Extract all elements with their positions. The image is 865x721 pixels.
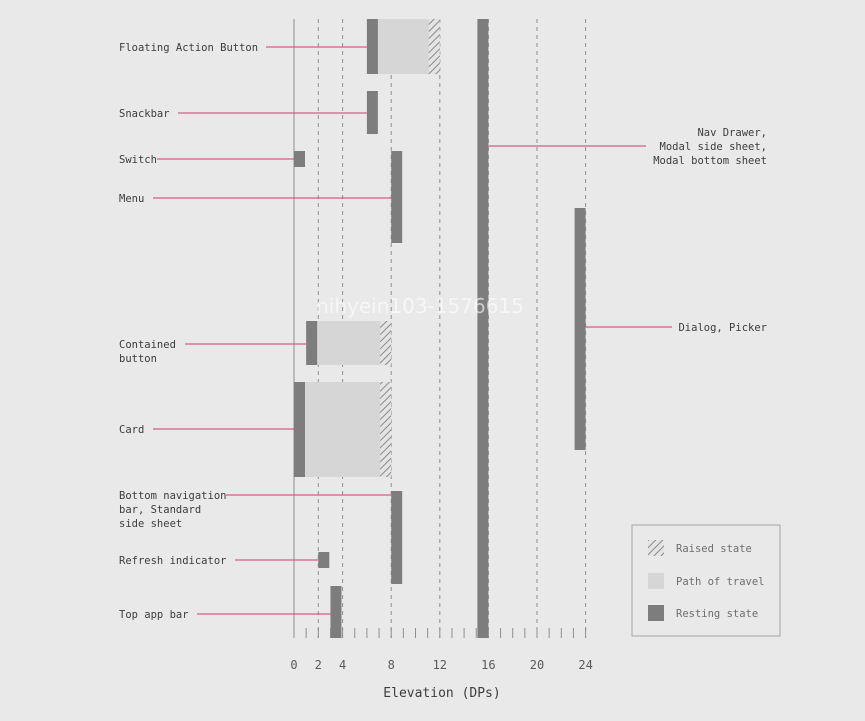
legend: Raised state Path of travel Resting state (631, 524, 781, 637)
category-label: Bottom navigation (119, 490, 226, 502)
resting-state-bar (294, 382, 305, 477)
x-tick-label: 20 (530, 658, 544, 672)
resting-state-bar (391, 151, 403, 243)
raised-state-bar (380, 321, 392, 365)
legend-box (631, 524, 781, 637)
x-tick-label: 4 (339, 658, 346, 672)
legend-label: Path of travel (676, 576, 765, 588)
x-tick-label: 24 (578, 658, 592, 672)
resting-state-bar (318, 552, 330, 568)
x-tick-label: 8 (388, 658, 395, 672)
resting-state-bar (391, 491, 403, 584)
path-of-travel-bar (294, 382, 391, 477)
x-tick-label: 12 (433, 658, 447, 672)
resting-state-bar (574, 208, 586, 450)
bars (294, 19, 586, 638)
category-label: side sheet (119, 518, 182, 530)
legend-label: Raised state (676, 543, 752, 555)
category-label: button (119, 353, 157, 365)
category-label: Floating Action Button (119, 42, 258, 54)
path-of-travel-bar (306, 321, 391, 365)
x-tick-label: 16 (481, 658, 495, 672)
category-labels: Floating Action Button Snackbar Switch Menu… (119, 42, 767, 621)
raised-state-bar (380, 382, 392, 477)
legend-swatch (648, 605, 664, 621)
raised-state-bar (428, 19, 440, 74)
x-tick-label: 0 (290, 658, 297, 672)
path-of-travel-bar (366, 19, 439, 74)
category-label: Dialog, Picker (678, 322, 767, 334)
leader-lines (153, 46, 672, 615)
resting-state-bar (330, 586, 342, 638)
legend-label: Resting state (676, 608, 758, 620)
watermark-text: nihyein103-1576615 (316, 294, 524, 318)
category-label: Switch (119, 154, 157, 166)
resting-state-bar (306, 321, 318, 365)
resting-state-bar (366, 91, 378, 134)
legend-swatch (648, 540, 664, 556)
resting-state-bar (366, 19, 378, 74)
category-label: Menu (119, 193, 144, 205)
resting-state-bar (477, 19, 489, 638)
legend-swatch (648, 573, 664, 589)
category-label: Refresh indicator (119, 555, 226, 567)
category-label: Card (119, 424, 144, 436)
x-axis-title: Elevation (DPs) (383, 686, 500, 701)
category-label: Modal bottom sheet (653, 155, 767, 167)
category-label: Modal side sheet, (660, 141, 767, 153)
category-label: Contained (119, 339, 176, 351)
category-label: Nav Drawer, (697, 127, 767, 139)
category-label: Top app bar (119, 609, 189, 621)
category-label: bar, Standard (119, 504, 201, 516)
category-label: Snackbar (119, 108, 170, 120)
resting-state-bar (294, 151, 305, 167)
x-tick-label: 2 (315, 658, 322, 672)
